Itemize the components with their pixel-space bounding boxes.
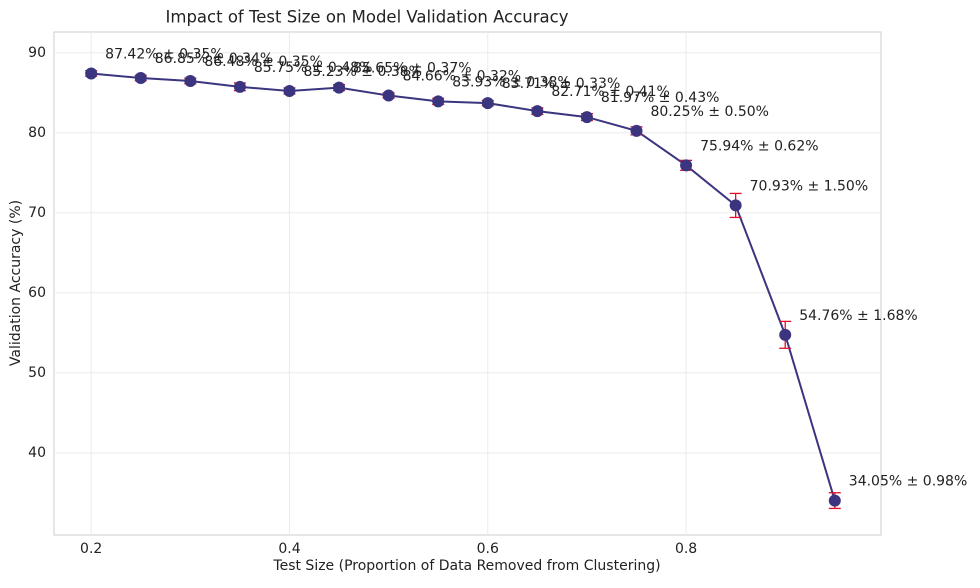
data-label: 82.71% ± 0.41% bbox=[551, 84, 670, 100]
marker bbox=[828, 494, 841, 507]
marker bbox=[283, 84, 296, 97]
y-tick-label: 60 bbox=[28, 285, 46, 301]
y-tick-label: 50 bbox=[28, 365, 46, 381]
data-label: 86.85% ± 0.34% bbox=[155, 51, 274, 67]
x-tick-label: 0.6 bbox=[477, 541, 499, 557]
marker bbox=[580, 111, 593, 124]
y-tick-label: 70 bbox=[28, 205, 46, 221]
y-tick-label: 80 bbox=[28, 125, 46, 141]
data-label: 85.65% ± 0.37% bbox=[353, 61, 472, 77]
data-label: 83.71% ± 0.33% bbox=[502, 76, 621, 92]
data-label: 85.23% ± 0.38% bbox=[303, 64, 422, 80]
marker bbox=[85, 67, 98, 80]
marker bbox=[184, 74, 197, 87]
data-label: 83.93% ± 0.38% bbox=[452, 74, 571, 90]
marker bbox=[333, 81, 346, 94]
marker bbox=[382, 89, 395, 102]
marker bbox=[729, 199, 742, 212]
marker bbox=[531, 105, 544, 118]
data-label: 80.25% ± 0.50% bbox=[650, 104, 769, 120]
marker bbox=[680, 159, 693, 172]
data-label: 84.66% ± 0.32% bbox=[403, 69, 522, 85]
data-label: 34.05% ± 0.98% bbox=[849, 474, 968, 490]
y-axis-label: Validation Accuracy (%) bbox=[8, 200, 24, 366]
data-label: 81.97% ± 0.43% bbox=[601, 90, 720, 106]
x-tick-label: 0.8 bbox=[675, 541, 697, 557]
plot-area bbox=[53, 31, 882, 536]
marker bbox=[432, 95, 445, 108]
marker bbox=[481, 97, 494, 110]
data-label: 86.48% ± 0.35% bbox=[204, 54, 323, 70]
data-label: 70.93% ± 1.50% bbox=[750, 178, 869, 194]
x-tick-label: 0.2 bbox=[80, 541, 102, 557]
data-label: 75.94% ± 0.62% bbox=[700, 138, 819, 154]
data-label: 54.76% ± 1.68% bbox=[799, 308, 918, 324]
marker bbox=[233, 80, 246, 93]
x-tick-label: 0.4 bbox=[278, 541, 300, 557]
line bbox=[91, 72, 836, 501]
chart-title: Impact of Test Size on Model Validation … bbox=[166, 8, 569, 27]
marker bbox=[779, 328, 792, 341]
data-label: 87.42% ± 0.35% bbox=[105, 46, 223, 62]
data-label: 85.75% ± 0.48% bbox=[254, 60, 373, 76]
y-tick-label: 40 bbox=[28, 445, 46, 461]
marker bbox=[630, 124, 643, 137]
x-axis-label: Test Size (Proportion of Data Removed fr… bbox=[272, 558, 660, 574]
marker bbox=[134, 72, 147, 85]
y-tick-label: 90 bbox=[28, 45, 46, 61]
